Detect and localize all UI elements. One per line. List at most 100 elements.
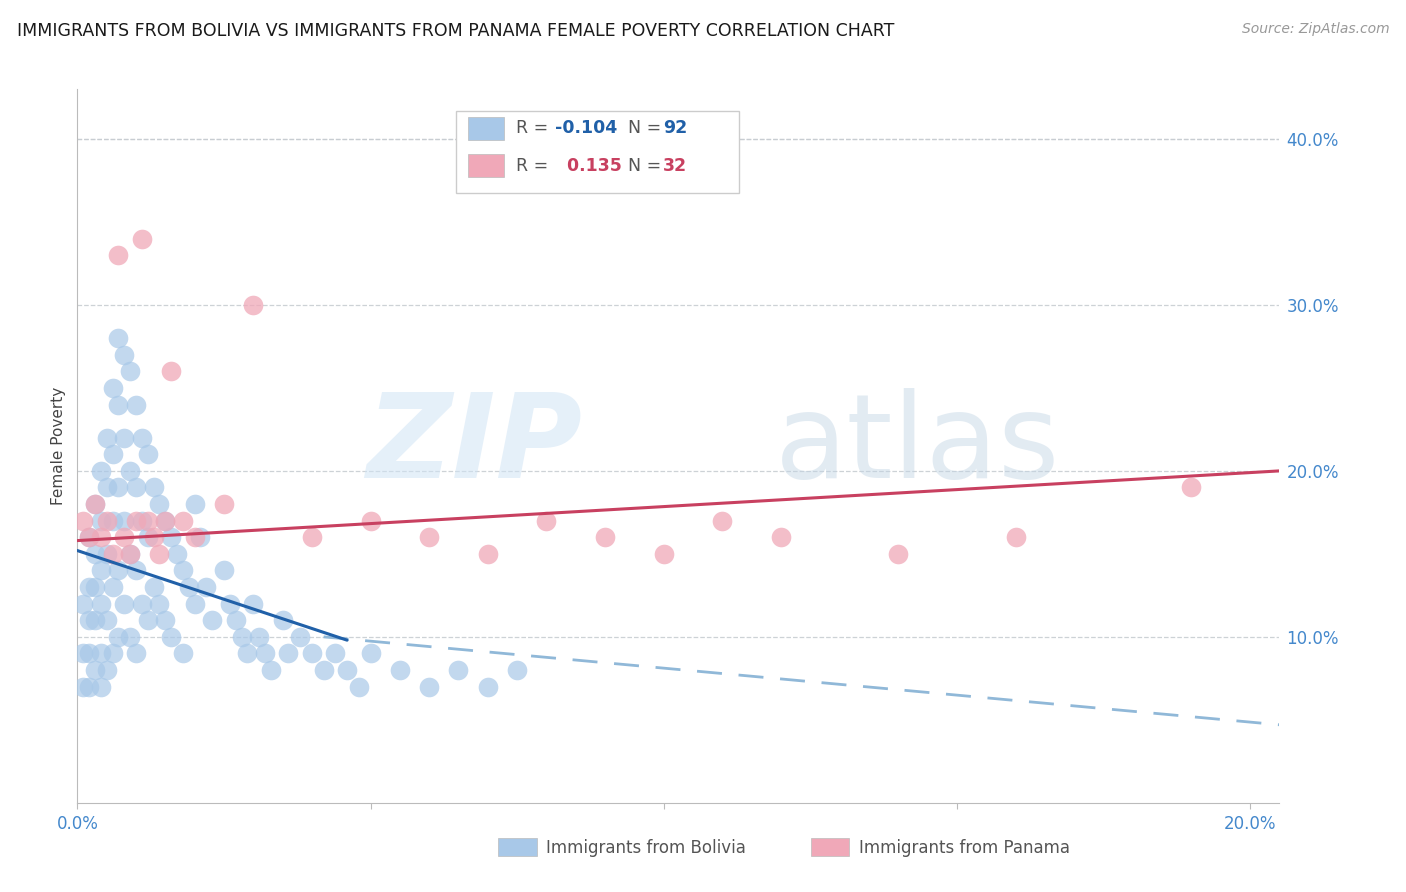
Text: Immigrants from Bolivia: Immigrants from Bolivia <box>546 838 747 856</box>
Point <box>131 597 153 611</box>
Point <box>236 647 259 661</box>
Point <box>148 597 170 611</box>
Point <box>77 680 100 694</box>
Point <box>90 597 112 611</box>
Point <box>136 514 159 528</box>
Point <box>131 431 153 445</box>
Point <box>131 231 153 245</box>
Point <box>218 597 240 611</box>
Point <box>107 331 129 345</box>
Point <box>96 481 118 495</box>
Point <box>84 547 107 561</box>
Point <box>125 397 148 411</box>
Point <box>90 514 112 528</box>
Point <box>84 497 107 511</box>
Point <box>506 663 529 677</box>
Point <box>96 514 118 528</box>
Point <box>112 431 135 445</box>
Point <box>277 647 299 661</box>
Point <box>112 348 135 362</box>
Point <box>325 647 347 661</box>
Point <box>477 547 499 561</box>
Point <box>231 630 253 644</box>
FancyBboxPatch shape <box>498 838 537 856</box>
FancyBboxPatch shape <box>468 117 505 140</box>
Text: -0.104: -0.104 <box>554 120 617 137</box>
Point <box>242 298 264 312</box>
Point <box>142 481 165 495</box>
Point <box>388 663 411 677</box>
Text: R =: R = <box>516 157 554 175</box>
Point <box>155 514 177 528</box>
Point <box>418 530 440 544</box>
Point <box>96 431 118 445</box>
Point <box>148 497 170 511</box>
Point <box>84 580 107 594</box>
Point <box>242 597 264 611</box>
Text: atlas: atlas <box>775 389 1060 503</box>
Point <box>101 647 124 661</box>
Point <box>160 530 183 544</box>
Point <box>536 514 558 528</box>
Point <box>652 547 675 561</box>
Point <box>593 530 616 544</box>
Text: R =: R = <box>516 120 554 137</box>
Point <box>72 647 94 661</box>
Point <box>107 481 129 495</box>
Point <box>142 580 165 594</box>
Point <box>1180 481 1202 495</box>
Point <box>125 647 148 661</box>
Point <box>477 680 499 694</box>
Point <box>201 613 224 627</box>
Point <box>112 514 135 528</box>
FancyBboxPatch shape <box>811 838 849 856</box>
Point <box>72 680 94 694</box>
Point <box>77 613 100 627</box>
Point <box>711 514 734 528</box>
Point <box>101 580 124 594</box>
Point <box>77 647 100 661</box>
Point <box>84 613 107 627</box>
Point <box>84 497 107 511</box>
Point <box>101 547 124 561</box>
Point <box>166 547 188 561</box>
Point <box>172 514 194 528</box>
Point <box>195 580 218 594</box>
Point <box>125 514 148 528</box>
Point <box>77 530 100 544</box>
Point <box>125 564 148 578</box>
Point <box>120 464 142 478</box>
Point <box>96 547 118 561</box>
Point <box>288 630 311 644</box>
Point <box>112 530 135 544</box>
Point <box>155 514 177 528</box>
Point <box>360 647 382 661</box>
Point <box>77 530 100 544</box>
Point <box>155 613 177 627</box>
Point <box>125 481 148 495</box>
Text: Source: ZipAtlas.com: Source: ZipAtlas.com <box>1241 22 1389 37</box>
Point <box>148 547 170 561</box>
Point <box>360 514 382 528</box>
Point <box>1004 530 1026 544</box>
Point <box>96 663 118 677</box>
Point <box>107 630 129 644</box>
Point <box>212 497 235 511</box>
Point <box>177 580 200 594</box>
Text: N =: N = <box>628 120 666 137</box>
Point <box>120 547 142 561</box>
Text: IMMIGRANTS FROM BOLIVIA VS IMMIGRANTS FROM PANAMA FEMALE POVERTY CORRELATION CHA: IMMIGRANTS FROM BOLIVIA VS IMMIGRANTS FR… <box>17 22 894 40</box>
FancyBboxPatch shape <box>456 111 738 193</box>
Point <box>120 630 142 644</box>
Point <box>90 530 112 544</box>
Point <box>101 381 124 395</box>
Point <box>101 514 124 528</box>
Point <box>225 613 247 627</box>
Point <box>887 547 910 561</box>
Point <box>136 447 159 461</box>
Text: N =: N = <box>628 157 666 175</box>
Point <box>769 530 792 544</box>
Point <box>172 647 194 661</box>
Point <box>90 680 112 694</box>
Point <box>160 364 183 378</box>
